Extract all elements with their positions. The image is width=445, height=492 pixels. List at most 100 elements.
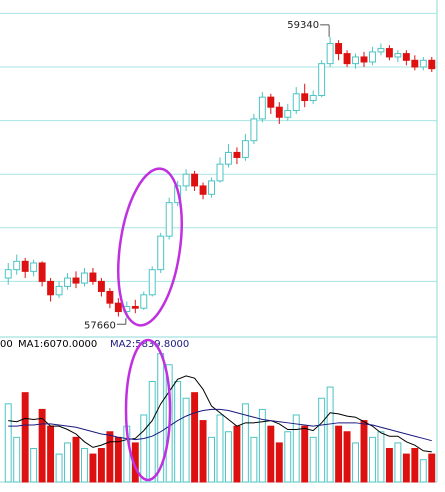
- candle-body: [309, 94, 317, 101]
- volume-bar: [267, 425, 275, 483]
- candle-body: [284, 110, 292, 118]
- candle-body: [428, 59, 436, 70]
- volume-bar: [208, 436, 215, 483]
- candle-body: [81, 272, 88, 284]
- volume-bar: [4, 403, 12, 483]
- highlight-ellipse: [117, 167, 183, 327]
- volume-bar: [394, 442, 402, 483]
- candle-body: [318, 63, 326, 96]
- volume-bar: [106, 431, 114, 483]
- volume-bar: [13, 436, 21, 483]
- volume-bar: [55, 453, 63, 483]
- volume-bar: [72, 436, 80, 483]
- candle-body: [148, 269, 156, 296]
- volume-bar: [402, 453, 410, 483]
- volume-bar: [343, 431, 351, 483]
- candle-body: [140, 294, 148, 309]
- candle-body: [275, 106, 283, 118]
- candle-body: [402, 53, 410, 61]
- candle-body: [233, 151, 241, 158]
- volume-bar: [275, 442, 283, 483]
- volume-bar: [292, 414, 300, 483]
- volume-bar: [335, 425, 343, 483]
- candle-body: [419, 59, 427, 68]
- candle-body: [411, 59, 419, 68]
- volume-bar: [241, 403, 249, 483]
- volume-bar: [21, 392, 29, 483]
- candle-body: [72, 277, 80, 284]
- candle-body: [258, 96, 266, 120]
- volume-bar: [318, 397, 326, 483]
- candle-body: [301, 93, 309, 102]
- volume-bar: [250, 436, 258, 483]
- plot: 59340 57660: [0, 12, 437, 483]
- candle-body: [326, 43, 334, 65]
- legend-ma2: MA2:5839.8000: [110, 339, 189, 350]
- candle-body: [352, 56, 359, 65]
- min-label: 57660: [84, 320, 116, 331]
- candle-body: [47, 280, 55, 296]
- candle-body: [385, 48, 393, 58]
- volume-bar: [38, 408, 46, 483]
- candle-body: [131, 306, 139, 309]
- candle-body: [191, 173, 199, 187]
- candle-body: [38, 262, 46, 282]
- candle-body: [241, 140, 249, 158]
- volume-bar: [284, 431, 292, 483]
- candle-body: [292, 93, 300, 112]
- candle-body: [216, 163, 224, 182]
- max-label: 59340: [287, 20, 319, 31]
- candle-body: [360, 56, 368, 63]
- candle-body: [21, 260, 29, 272]
- candle-body: [13, 260, 21, 271]
- candle-body: [55, 285, 63, 296]
- candle-body: [182, 173, 190, 187]
- volume-bar: [258, 408, 266, 483]
- volume-bar: [97, 448, 105, 483]
- volume-bar: [47, 425, 55, 483]
- candle-body: [64, 277, 71, 287]
- volume-bar: [352, 442, 359, 483]
- candle-body: [267, 96, 275, 108]
- volume-bar: [216, 414, 224, 483]
- volume-bar: [114, 436, 122, 483]
- volume-bar: [411, 448, 419, 483]
- volume-bar: [64, 442, 71, 483]
- candle-body: [250, 118, 258, 142]
- ma-line: [8, 408, 432, 442]
- volume-bar: [30, 448, 38, 483]
- volume-bar: [182, 397, 190, 483]
- volume-bar: [377, 431, 385, 483]
- candle-body: [30, 262, 38, 272]
- volume-bar: [199, 420, 207, 483]
- candle-body: [97, 280, 105, 292]
- volume-bar: [233, 425, 241, 483]
- candle-body: [394, 53, 402, 58]
- candle-body: [225, 151, 232, 165]
- volume-bar: [89, 453, 97, 483]
- candle-body: [89, 272, 97, 282]
- candle-body: [4, 269, 12, 279]
- volume-bar: [326, 386, 334, 483]
- volume-bar: [174, 381, 182, 483]
- volume-bar: [309, 436, 317, 483]
- volume-bar: [301, 425, 309, 483]
- volume-bar: [148, 381, 156, 483]
- volume-bar: [369, 436, 376, 483]
- highlight-ellipse: [124, 338, 172, 482]
- volume-bar: [140, 414, 148, 483]
- candle-body: [114, 302, 122, 313]
- volume-bar: [419, 459, 427, 483]
- volume-bar: [191, 392, 199, 483]
- volume-bar: [385, 448, 393, 483]
- volume-bar: [225, 431, 232, 483]
- volume-bar: [428, 453, 436, 483]
- candle-body: [106, 290, 114, 304]
- candle-body: [369, 51, 376, 63]
- candle-body: [335, 43, 343, 55]
- volume-bar: [81, 448, 88, 483]
- candle-body: [208, 180, 215, 195]
- candle-body: [157, 235, 165, 271]
- volume-bar: [360, 420, 368, 483]
